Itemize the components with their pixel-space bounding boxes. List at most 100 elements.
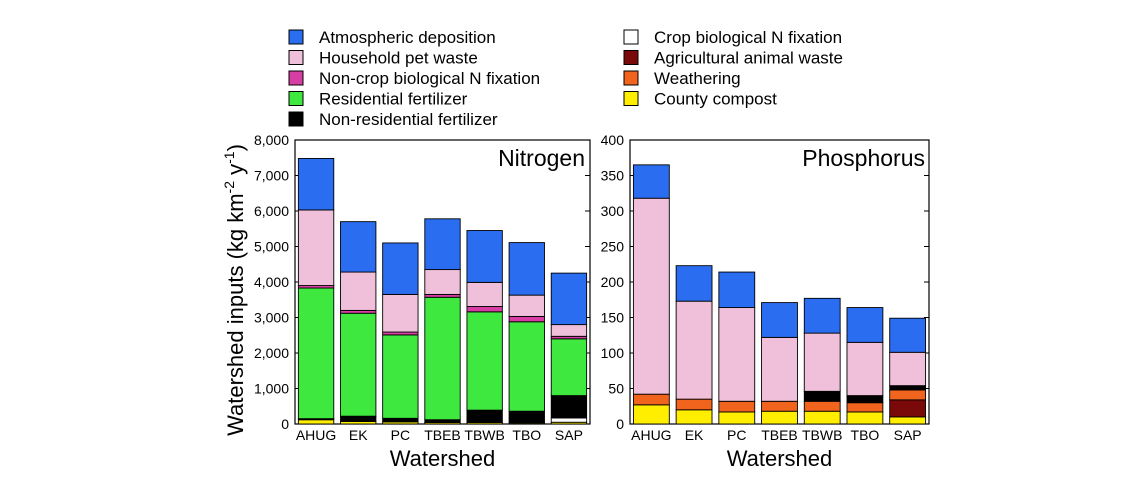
nitrogen-xtick-label: AHUG — [296, 427, 336, 443]
y-axis-label: Watershed inputs (kg km-2 y-1) — [221, 144, 248, 436]
nitrogen-segment-resfert-EK — [340, 312, 377, 417]
phosphorus-segment-nonres-TBO — [846, 395, 884, 404]
phosphorus-ytick-label: 350 — [601, 168, 625, 184]
nitrogen-segment-resfert-AHUG — [297, 287, 335, 420]
phosphorus-segment-pet-EK — [675, 300, 713, 400]
nitrogen-segment-atm-AHUG — [297, 158, 335, 211]
phosphorus-segment-atm-PC — [718, 271, 756, 309]
nitrogen-x-axis-label: Watershed — [390, 446, 496, 471]
legend-item-atm: Atmospheric deposition — [288, 28, 496, 47]
phosphorus-xtick-label: TBWB — [802, 427, 842, 443]
nitrogen-segment-nonres-EK — [340, 415, 377, 422]
nitrogen-segment-resfert-TBO — [508, 321, 545, 412]
phosphorus-segment-weather-TBEB — [761, 400, 798, 412]
nitrogen-segment-noncrop-TBWB — [466, 306, 503, 313]
nitrogen-xtick-label: EK — [349, 427, 368, 443]
phosphorus-ytick-label: 400 — [601, 132, 625, 148]
phosphorus-segment-animal-SAP — [889, 399, 927, 418]
nitrogen-xtick-label: PC — [391, 427, 410, 443]
legend-swatch-atm — [288, 29, 304, 45]
nitrogen-xtick-label: TBO — [512, 427, 541, 443]
nitrogen-segment-pet-TBEB — [424, 269, 461, 295]
phosphorus-segment-nonres-TBWB — [803, 390, 841, 402]
nitrogen-ytick-label: 3,000 — [254, 310, 289, 326]
phosphorus-segment-weather-TBO — [846, 402, 884, 413]
phosphorus-segment-weather-AHUG — [632, 393, 670, 406]
nitrogen-ytick-label: 7,000 — [254, 168, 289, 184]
nitrogen-segment-nonres-SAP — [550, 395, 588, 419]
legend-label-animal: Agricultural animal waste — [654, 49, 843, 68]
nitrogen-segment-atm-EK — [340, 221, 377, 273]
phosphorus-segment-pet-SAP — [889, 351, 927, 387]
nitrogen-segment-noncrop-TBO — [508, 315, 545, 323]
nitrogen-bar-SAP — [550, 272, 588, 425]
legend-swatch-crop — [623, 29, 639, 45]
nitrogen-ytick-label: 4,000 — [254, 274, 289, 290]
phosphorus-xtick-label: PC — [727, 427, 746, 443]
nitrogen-bar-TBWB — [466, 230, 503, 425]
legend-item-noncrop: Non-crop biological N fixation — [288, 69, 540, 88]
phosphorus-bar-AHUG — [632, 164, 670, 425]
nitrogen-segment-pet-SAP — [550, 324, 588, 337]
nitrogen-xtick-label: TBEB — [424, 427, 461, 443]
nitrogen-segment-atm-TBO — [508, 242, 545, 296]
nitrogen-xtick-label: TBWB — [464, 427, 504, 443]
phosphorus-x-axis-label: Watershed — [727, 446, 833, 471]
legend-label-noncrop: Non-crop biological N fixation — [319, 69, 540, 88]
phosphorus-ytick-label: 100 — [601, 345, 625, 361]
nitrogen-ytick-label: 0 — [281, 416, 289, 432]
phosphorus-segment-compost-TBO — [846, 411, 884, 425]
phosphorus-segment-atm-TBWB — [803, 297, 841, 334]
phosphorus-segment-pet-AHUG — [632, 197, 670, 395]
phosphorus-ytick-label: 0 — [616, 416, 624, 432]
phosphorus-bar-PC — [718, 271, 756, 425]
phosphorus-bar-TBWB — [803, 297, 841, 425]
phosphorus-segment-pet-TBEB — [761, 336, 798, 402]
phosphorus-segment-atm-EK — [675, 265, 713, 302]
phosphorus-segment-compost-EK — [675, 409, 713, 425]
phosphorus-bar-SAP — [889, 317, 927, 425]
legend-item-nonres: Non-residential fertilizer — [288, 110, 498, 129]
legend-label-nonres: Non-residential fertilizer — [319, 110, 498, 129]
nitrogen-segment-nonres-PC — [382, 417, 419, 423]
legend-item-pet: Household pet waste — [288, 49, 478, 68]
phosphorus-segment-weather-TBWB — [803, 400, 841, 412]
legend-item-crop: Crop biological N fixation — [623, 28, 842, 47]
nitrogen-segment-pet-AHUG — [297, 209, 335, 286]
nitrogen-segment-nonres-TBO — [508, 410, 545, 424]
phosphorus-segment-atm-SAP — [889, 317, 927, 353]
legend-swatch-compost — [623, 91, 639, 106]
phosphorus-title: Phosphorus — [802, 145, 925, 171]
phosphorus-segment-compost-SAP — [889, 416, 927, 425]
phosphorus-segment-nonres-SAP — [889, 385, 927, 391]
nitrogen-segment-pet-PC — [382, 293, 419, 333]
phosphorus-segment-weather-PC — [718, 400, 756, 413]
nitrogen-segment-pet-TBWB — [466, 281, 503, 307]
nitrogen-segment-atm-TBEB — [424, 218, 461, 271]
nitrogen-panel: 0 1,000 2,000 3,000 4,000 5,000 6,000 7,000 8,00… — [254, 132, 591, 471]
legend-swatch-nonres — [288, 111, 304, 127]
nitrogen-ytick-label: 5,000 — [254, 239, 289, 255]
legend-label-weather: Weathering — [654, 69, 741, 88]
phosphorus-bar-TBEB — [761, 302, 798, 425]
legend-swatch-animal — [623, 50, 639, 65]
phosphorus-ytick-label: 300 — [601, 203, 625, 219]
phosphorus-bar-EK — [675, 265, 713, 425]
legend-label-atm: Atmospheric deposition — [319, 28, 496, 47]
nitrogen-title: Nitrogen — [498, 145, 585, 171]
phosphorus-segment-compost-AHUG — [632, 404, 670, 425]
phosphorus-xtick-label: AHUG — [631, 427, 671, 443]
legend-item-resfert: Residential fertilizer — [288, 90, 468, 109]
phosphorus-segment-atm-TBEB — [761, 302, 798, 338]
phosphorus-segment-compost-TBEB — [761, 410, 798, 425]
phosphorus-segment-atm-AHUG — [632, 164, 670, 199]
nitrogen-segment-atm-PC — [382, 242, 419, 295]
nitrogen-segment-compost-AHUG — [297, 419, 335, 425]
phosphorus-xtick-label: EK — [685, 427, 704, 443]
phosphorus-ytick-label: 200 — [601, 274, 625, 290]
nitrogen-segment-atm-TBWB — [466, 230, 503, 283]
phosphorus-segment-compost-TBWB — [803, 410, 841, 425]
nitrogen-ytick-label: 1,000 — [254, 381, 289, 397]
legend-label-crop: Crop biological N fixation — [654, 28, 842, 47]
legend-swatch-noncrop — [288, 70, 304, 86]
